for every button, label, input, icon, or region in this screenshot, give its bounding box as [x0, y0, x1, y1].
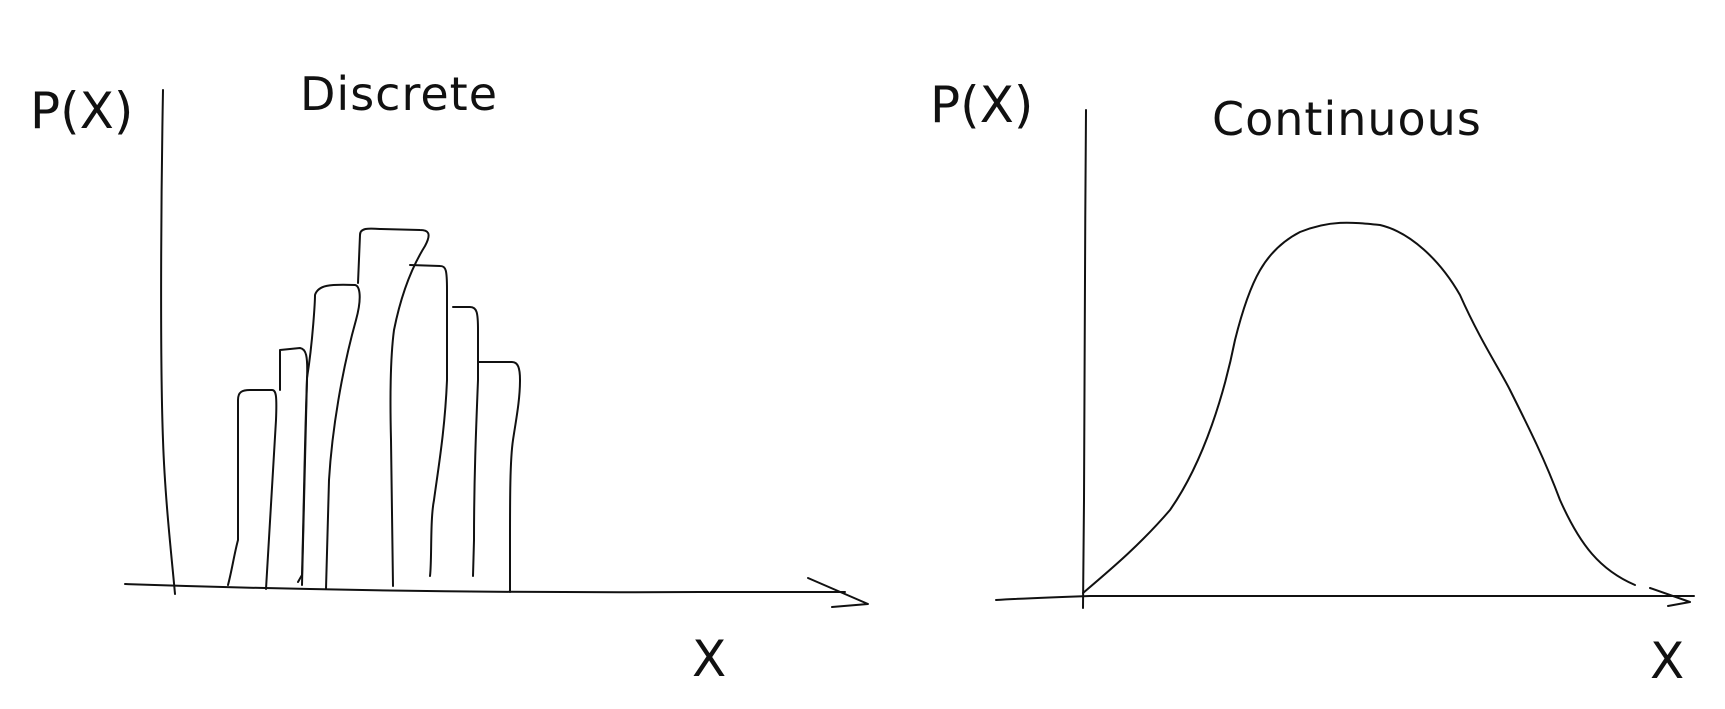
discrete-bars: [227, 227, 521, 593]
discrete-y-axis: [160, 89, 176, 595]
discrete-x-axis: [124, 583, 846, 594]
discrete-bar: [409, 264, 448, 577]
continuous-y-axis: [1082, 109, 1087, 609]
continuous-panel: Continuous P(X) X: [930, 76, 1695, 690]
continuous-density-curve: [1082, 221, 1636, 594]
discrete-x-arrowhead: [807, 577, 869, 608]
continuous-x-axis-label: X: [1650, 632, 1684, 690]
discrete-bar: [357, 227, 430, 587]
continuous-title: Continuous: [1212, 92, 1482, 146]
discrete-bar: [301, 283, 361, 590]
discrete-bar: [227, 389, 278, 590]
continuous-x-arrowhead: [1649, 587, 1691, 607]
discrete-title: Discrete: [300, 67, 498, 121]
discrete-x-axis-label: X: [692, 630, 726, 688]
discrete-bar: [478, 361, 521, 593]
discrete-bar: [452, 306, 479, 577]
discrete-panel: Discrete P(X) X: [30, 67, 869, 688]
discrete-y-axis-label: P(X): [30, 82, 133, 140]
continuous-y-axis-label: P(X): [930, 76, 1033, 134]
continuous-x-axis: [995, 595, 1695, 601]
